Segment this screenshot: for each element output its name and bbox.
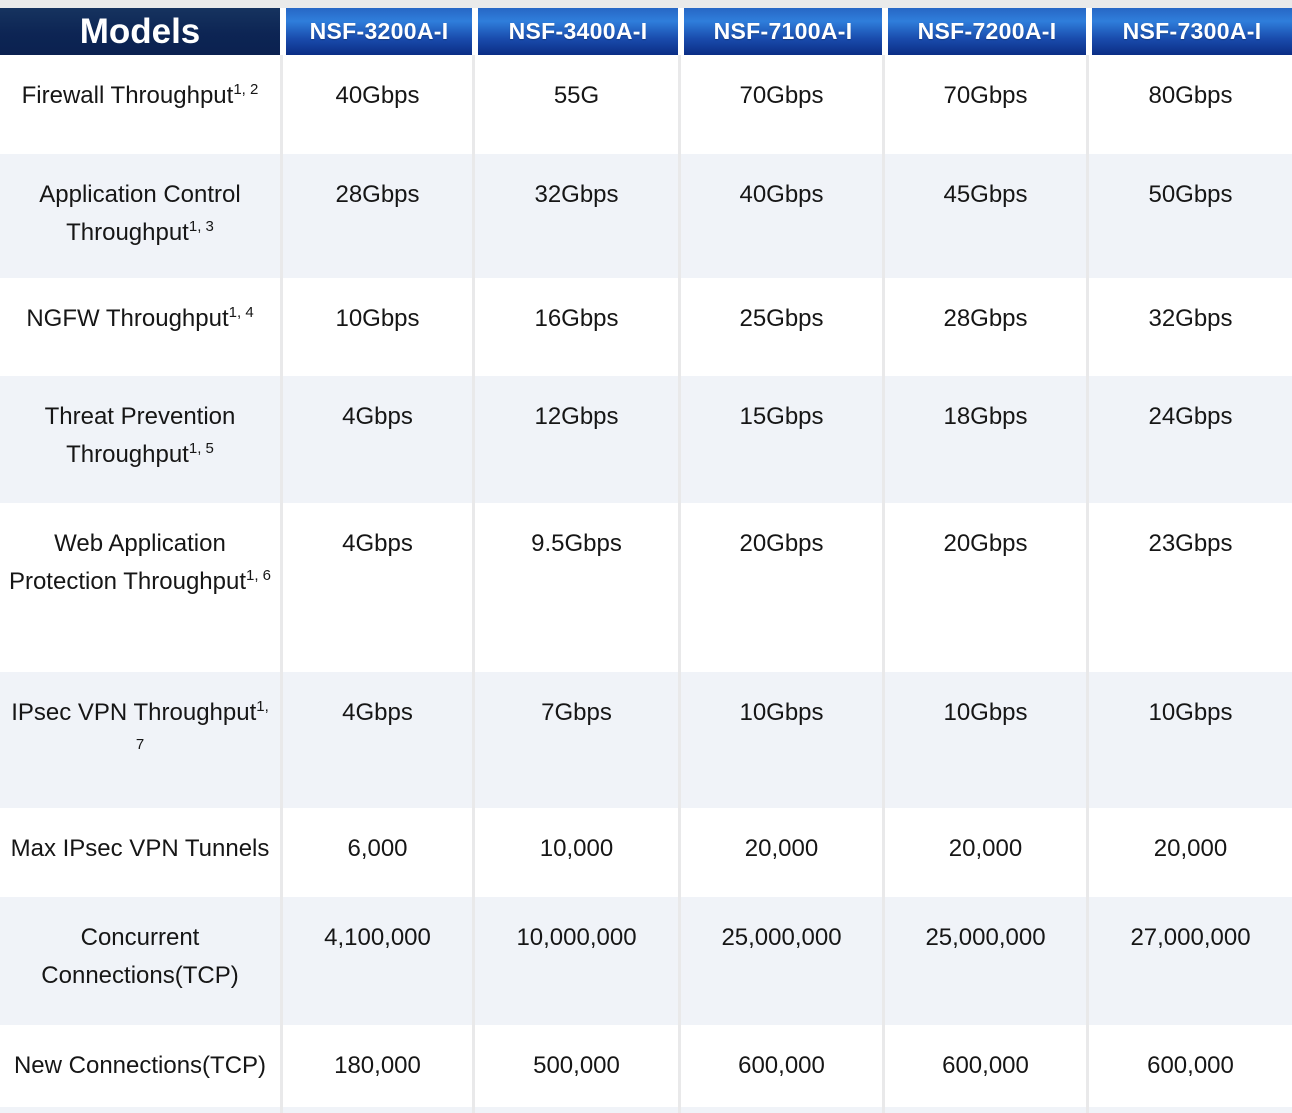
value-cell bbox=[681, 1107, 885, 1113]
value-cell: 10Gbps bbox=[283, 278, 475, 376]
footnote-ref: 1, 7 bbox=[135, 698, 269, 753]
column-header-nsf-7200a-i: NSF-7200A-I bbox=[885, 8, 1089, 55]
value-cell: 10Gbps bbox=[681, 672, 885, 808]
row-label-cell: Concurrent Connections(TCP) bbox=[0, 897, 283, 1025]
models-corner-header: Models bbox=[0, 8, 283, 55]
value-cell: 25,000,000 bbox=[681, 897, 885, 1025]
value-cell: 40Gbps bbox=[681, 154, 885, 278]
row-label-cell: Firewall Throughput1, 2 bbox=[0, 55, 283, 154]
model-spec-table: Models NSF-3200A-I NSF-3400A-I NSF-7100A… bbox=[0, 8, 1292, 1113]
value-cell: 28Gbps bbox=[885, 278, 1089, 376]
row-label: New Connections(TCP) bbox=[13, 1052, 267, 1079]
value-cell: 20Gbps bbox=[681, 503, 885, 672]
row-label-cell bbox=[0, 1107, 283, 1113]
row-label: Threat Prevention Throughput bbox=[44, 403, 236, 468]
footnote-ref: 1, 3 bbox=[188, 218, 214, 235]
row-label: Firewall Throughput bbox=[21, 82, 234, 109]
footnote-ref: 1, 4 bbox=[228, 304, 254, 321]
row-label: IPsec VPN Throughput bbox=[11, 699, 257, 726]
value-cell: 180,000 bbox=[283, 1025, 475, 1107]
footnote-ref: 1, 5 bbox=[188, 440, 214, 457]
value-cell: 600,000 bbox=[1089, 1025, 1292, 1107]
value-cell: 6,000 bbox=[283, 808, 475, 897]
value-cell: 25Gbps bbox=[681, 278, 885, 376]
value-cell: 32Gbps bbox=[475, 154, 681, 278]
row-label-cell: New Connections(TCP) bbox=[0, 1025, 283, 1107]
value-cell: 12Gbps bbox=[475, 376, 681, 503]
value-cell: 70Gbps bbox=[681, 55, 885, 154]
row-label-cell: Web Application Protection Throughput1, … bbox=[0, 503, 283, 672]
value-cell: 20,000 bbox=[885, 808, 1089, 897]
value-cell: 600,000 bbox=[885, 1025, 1089, 1107]
value-cell: 10,000,000 bbox=[475, 897, 681, 1025]
row-partially-visible bbox=[0, 1107, 1292, 1113]
value-cell: 600,000 bbox=[681, 1025, 885, 1107]
table-header: Models NSF-3200A-I NSF-3400A-I NSF-7100A… bbox=[0, 8, 1292, 55]
footnote-ref: 1, 6 bbox=[246, 567, 272, 584]
value-cell: 10Gbps bbox=[1089, 672, 1292, 808]
value-cell: 80Gbps bbox=[1089, 55, 1292, 154]
table-body: Firewall Throughput1, 2 40Gbps 55G 70Gbp… bbox=[0, 55, 1292, 1113]
row-label: NGFW Throughput bbox=[26, 305, 229, 332]
row-new-connections-tcp: New Connections(TCP) 180,000 500,000 600… bbox=[0, 1025, 1292, 1107]
column-header-nsf-7300a-i: NSF-7300A-I bbox=[1089, 8, 1292, 55]
row-web-application-protection-throughput: Web Application Protection Throughput1, … bbox=[0, 503, 1292, 672]
column-header-nsf-7100a-i: NSF-7100A-I bbox=[681, 8, 885, 55]
value-cell: 4Gbps bbox=[283, 672, 475, 808]
row-label: Concurrent Connections(TCP) bbox=[41, 924, 239, 989]
column-header-nsf-3400a-i: NSF-3400A-I bbox=[475, 8, 681, 55]
value-cell: 55G bbox=[475, 55, 681, 154]
value-cell: 4,100,000 bbox=[283, 897, 475, 1025]
value-cell: 4Gbps bbox=[283, 503, 475, 672]
value-cell: 27,000,000 bbox=[1089, 897, 1292, 1025]
footnote-ref: 1, 2 bbox=[233, 81, 259, 98]
value-cell: 45Gbps bbox=[885, 154, 1089, 278]
value-cell: 10Gbps bbox=[885, 672, 1089, 808]
value-cell: 500,000 bbox=[475, 1025, 681, 1107]
value-cell bbox=[283, 1107, 475, 1113]
row-firewall-throughput: Firewall Throughput1, 2 40Gbps 55G 70Gbp… bbox=[0, 55, 1292, 154]
value-cell: 20Gbps bbox=[885, 503, 1089, 672]
value-cell: 40Gbps bbox=[283, 55, 475, 154]
value-cell: 24Gbps bbox=[1089, 376, 1292, 503]
row-label-cell: NGFW Throughput1, 4 bbox=[0, 278, 283, 376]
value-cell: 28Gbps bbox=[283, 154, 475, 278]
row-ipsec-vpn-throughput: IPsec VPN Throughput1, 7 4Gbps 7Gbps 10G… bbox=[0, 672, 1292, 808]
row-label-cell: Application Control Throughput1, 3 bbox=[0, 154, 283, 278]
value-cell bbox=[885, 1107, 1089, 1113]
row-label-cell: IPsec VPN Throughput1, 7 bbox=[0, 672, 283, 808]
row-threat-prevention-throughput: Threat Prevention Throughput1, 5 4Gbps 1… bbox=[0, 376, 1292, 503]
row-concurrent-connections-tcp: Concurrent Connections(TCP) 4,100,000 10… bbox=[0, 897, 1292, 1025]
value-cell: 32Gbps bbox=[1089, 278, 1292, 376]
value-cell: 10,000 bbox=[475, 808, 681, 897]
value-cell: 15Gbps bbox=[681, 376, 885, 503]
value-cell: 7Gbps bbox=[475, 672, 681, 808]
value-cell: 20,000 bbox=[1089, 808, 1292, 897]
row-label-cell: Threat Prevention Throughput1, 5 bbox=[0, 376, 283, 503]
value-cell: 23Gbps bbox=[1089, 503, 1292, 672]
value-cell: 70Gbps bbox=[885, 55, 1089, 154]
value-cell: 9.5Gbps bbox=[475, 503, 681, 672]
header-row: Models NSF-3200A-I NSF-3400A-I NSF-7100A… bbox=[0, 8, 1292, 55]
value-cell: 18Gbps bbox=[885, 376, 1089, 503]
row-label: Web Application Protection Throughput bbox=[8, 530, 246, 595]
value-cell: 50Gbps bbox=[1089, 154, 1292, 278]
value-cell: 4Gbps bbox=[283, 376, 475, 503]
value-cell bbox=[1089, 1107, 1292, 1113]
top-strip bbox=[0, 0, 1292, 8]
row-label: Max IPsec VPN Tunnels bbox=[10, 835, 270, 862]
row-application-control-throughput: Application Control Throughput1, 3 28Gbp… bbox=[0, 154, 1292, 278]
row-max-ipsec-vpn-tunnels: Max IPsec VPN Tunnels 6,000 10,000 20,00… bbox=[0, 808, 1292, 897]
value-cell: 25,000,000 bbox=[885, 897, 1089, 1025]
column-header-nsf-3200a-i: NSF-3200A-I bbox=[283, 8, 475, 55]
row-label-cell: Max IPsec VPN Tunnels bbox=[0, 808, 283, 897]
row-ngfw-throughput: NGFW Throughput1, 4 10Gbps 16Gbps 25Gbps… bbox=[0, 278, 1292, 376]
value-cell: 20,000 bbox=[681, 808, 885, 897]
row-label: Application Control Throughput bbox=[39, 181, 241, 246]
value-cell bbox=[475, 1107, 681, 1113]
value-cell: 16Gbps bbox=[475, 278, 681, 376]
